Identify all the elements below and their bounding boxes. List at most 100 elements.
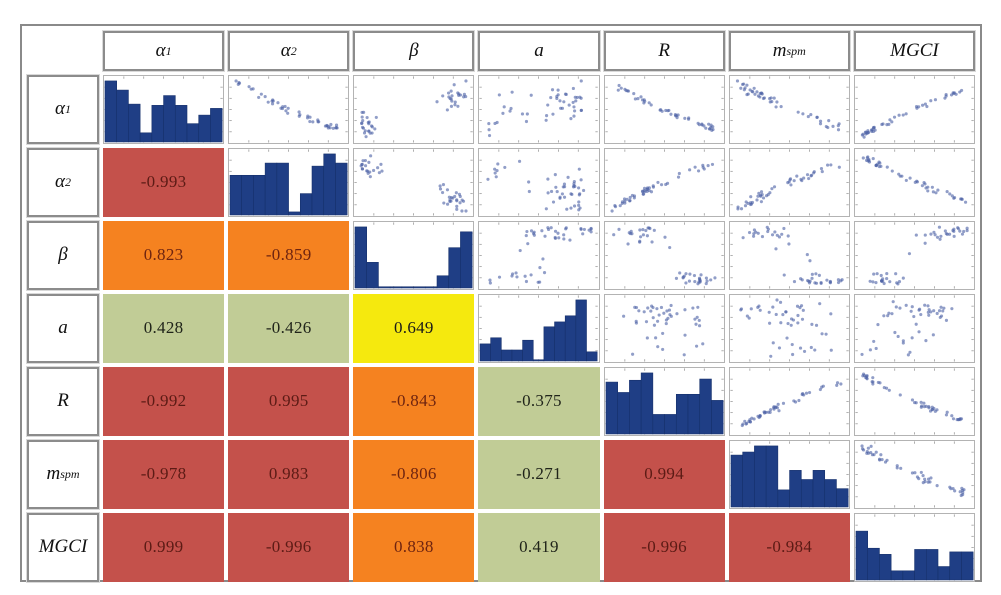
corr-cell-MGCI-alpha1: 0.999	[103, 512, 225, 582]
scatter-panel-beta-mspm	[728, 220, 850, 290]
plot-canvas	[604, 368, 724, 435]
plot-canvas	[730, 222, 849, 289]
corr-cell-MGCI-a: 0.419	[478, 512, 600, 582]
row-label-MGCI: MGCI	[27, 512, 99, 582]
correlation-value: -0.843	[390, 391, 437, 411]
corr-cell-R-alpha2: 0.995	[228, 366, 350, 436]
corr-cell-mspm-alpha2: 0.983	[228, 439, 350, 509]
corr-cell-mspm-beta: -0.806	[353, 439, 475, 509]
scatter-panel-alpha2-R	[603, 147, 725, 217]
hist-panel-beta	[353, 220, 475, 290]
row-label-R: R	[27, 366, 99, 436]
plot-canvas	[479, 295, 599, 362]
plot-canvas	[855, 149, 974, 216]
variable-symbol: m	[46, 463, 61, 485]
variable-symbol: a	[58, 317, 68, 339]
column-header-beta: β	[353, 31, 475, 71]
scatter-panel-alpha2-MGCI	[853, 147, 975, 217]
corr-cell-R-beta: -0.843	[353, 366, 475, 436]
plot-canvas	[604, 222, 724, 289]
corr-cell-a-alpha2: -0.426	[228, 293, 350, 363]
column-header-a: a	[478, 31, 600, 71]
scatter-panel-beta-a	[478, 220, 600, 290]
variable-symbol: MGCI	[890, 40, 939, 61]
plot-canvas	[354, 149, 474, 216]
scatter-panel-alpha1-MGCI	[853, 75, 975, 144]
row-label-a: a	[27, 293, 99, 363]
hist-panel-MGCI	[853, 512, 975, 582]
row-label-mspm: m spm	[27, 439, 99, 509]
corr-cell-MGCI-beta: 0.838	[353, 512, 475, 582]
scatter-panel-alpha1-a	[478, 75, 600, 144]
correlation-value: -0.996	[641, 537, 687, 557]
corr-cell-beta-alpha2: -0.859	[228, 220, 350, 290]
scatter-panel-a-mspm	[728, 293, 850, 363]
correlation-value: -0.978	[140, 464, 187, 484]
plot-canvas	[229, 149, 348, 216]
correlation-value: 0.994	[644, 464, 684, 484]
correlation-value: -0.426	[265, 318, 312, 338]
plot-canvas	[479, 76, 599, 143]
plot-canvas	[855, 514, 974, 581]
plot-canvas	[229, 76, 348, 143]
plot-canvas	[730, 149, 849, 216]
column-header-MGCI: MGCI	[853, 31, 975, 71]
scatter-panel-alpha2-a	[478, 147, 600, 217]
variable-symbol: α	[280, 40, 291, 61]
scatter-panel-alpha2-mspm	[728, 147, 850, 217]
correlation-value: -0.859	[265, 245, 312, 265]
scatter-panel-alpha1-R	[603, 75, 725, 144]
scatter-panel-alpha1-alpha2	[228, 75, 350, 144]
plot-canvas	[604, 76, 724, 143]
correlation-value: -0.806	[390, 464, 437, 484]
hist-panel-R	[603, 366, 725, 436]
hist-panel-alpha1	[103, 75, 225, 144]
correlation-value: -0.984	[766, 537, 813, 557]
scatter-panel-alpha2-beta	[353, 147, 475, 217]
plot-canvas	[730, 76, 849, 143]
variable-symbol: α	[55, 171, 65, 193]
correlation-value: 0.838	[393, 537, 434, 557]
corr-cell-mspm-R: 0.994	[603, 439, 725, 509]
correlation-value: 0.823	[143, 245, 184, 265]
plot-canvas	[855, 295, 974, 362]
corr-cell-MGCI-R: -0.996	[603, 512, 725, 582]
scatter-panel-R-mspm	[728, 366, 850, 436]
corr-cell-MGCI-alpha2: -0.996	[228, 512, 350, 582]
plot-canvas	[730, 295, 849, 362]
correlation-value: -0.996	[265, 537, 312, 557]
plot-canvas	[354, 76, 474, 143]
correlation-value: -0.271	[516, 464, 562, 484]
hist-panel-alpha2	[228, 147, 350, 217]
plot-canvas	[855, 222, 974, 289]
variable-symbol: m	[772, 40, 787, 61]
corr-cell-a-beta: 0.649	[353, 293, 475, 363]
scatter-panel-alpha1-beta	[353, 75, 475, 144]
correlation-value: -0.375	[516, 391, 562, 411]
column-header-mspm: m spm	[728, 31, 850, 71]
corner-cell	[27, 31, 99, 71]
variable-symbol: β	[409, 40, 419, 61]
variable-symbol: a	[534, 40, 544, 61]
correlation-value: 0.649	[393, 318, 434, 338]
plot-canvas	[855, 76, 974, 143]
correlation-value: 0.419	[519, 537, 559, 557]
hist-panel-mspm	[728, 439, 850, 509]
corr-cell-beta-alpha1: 0.823	[103, 220, 225, 290]
corr-cell-mspm-a: -0.271	[478, 439, 600, 509]
variable-symbol: α	[55, 98, 65, 120]
plot-canvas	[855, 368, 974, 435]
plot-canvas	[104, 76, 223, 143]
column-header-R: R	[603, 31, 725, 71]
variable-symbol: β	[58, 244, 68, 266]
correlation-value: -0.992	[140, 391, 187, 411]
correlation-value: 0.999	[143, 537, 184, 557]
scatter-panel-a-R	[603, 293, 725, 363]
corr-cell-R-a: -0.375	[478, 366, 600, 436]
variable-symbol: α	[155, 40, 166, 61]
